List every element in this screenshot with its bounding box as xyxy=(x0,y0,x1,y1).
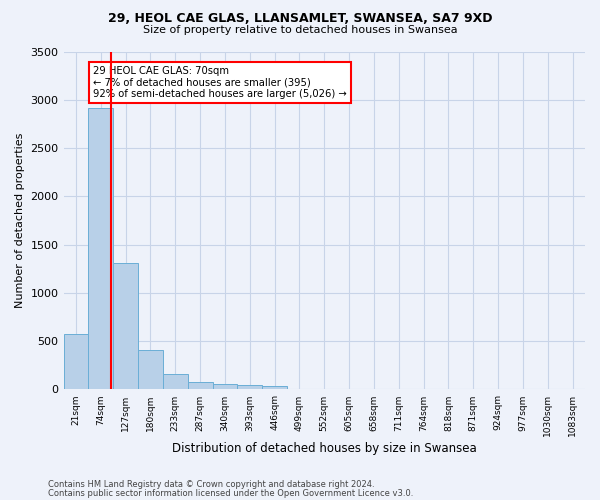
Bar xyxy=(262,386,287,390)
Text: 29, HEOL CAE GLAS, LLANSAMLET, SWANSEA, SA7 9XD: 29, HEOL CAE GLAS, LLANSAMLET, SWANSEA, … xyxy=(108,12,492,26)
Bar xyxy=(188,382,212,390)
Bar xyxy=(163,374,188,390)
Bar xyxy=(64,334,88,390)
Bar xyxy=(238,385,262,390)
Bar xyxy=(113,263,138,390)
X-axis label: Distribution of detached houses by size in Swansea: Distribution of detached houses by size … xyxy=(172,442,476,455)
Bar xyxy=(212,384,238,390)
Text: Contains HM Land Registry data © Crown copyright and database right 2024.: Contains HM Land Registry data © Crown c… xyxy=(48,480,374,489)
Text: Size of property relative to detached houses in Swansea: Size of property relative to detached ho… xyxy=(143,25,457,35)
Y-axis label: Number of detached properties: Number of detached properties xyxy=(15,133,25,308)
Text: Contains public sector information licensed under the Open Government Licence v3: Contains public sector information licen… xyxy=(48,489,413,498)
Bar xyxy=(138,350,163,390)
Text: 29 HEOL CAE GLAS: 70sqm
← 7% of detached houses are smaller (395)
92% of semi-de: 29 HEOL CAE GLAS: 70sqm ← 7% of detached… xyxy=(94,66,347,99)
Bar xyxy=(88,108,113,390)
